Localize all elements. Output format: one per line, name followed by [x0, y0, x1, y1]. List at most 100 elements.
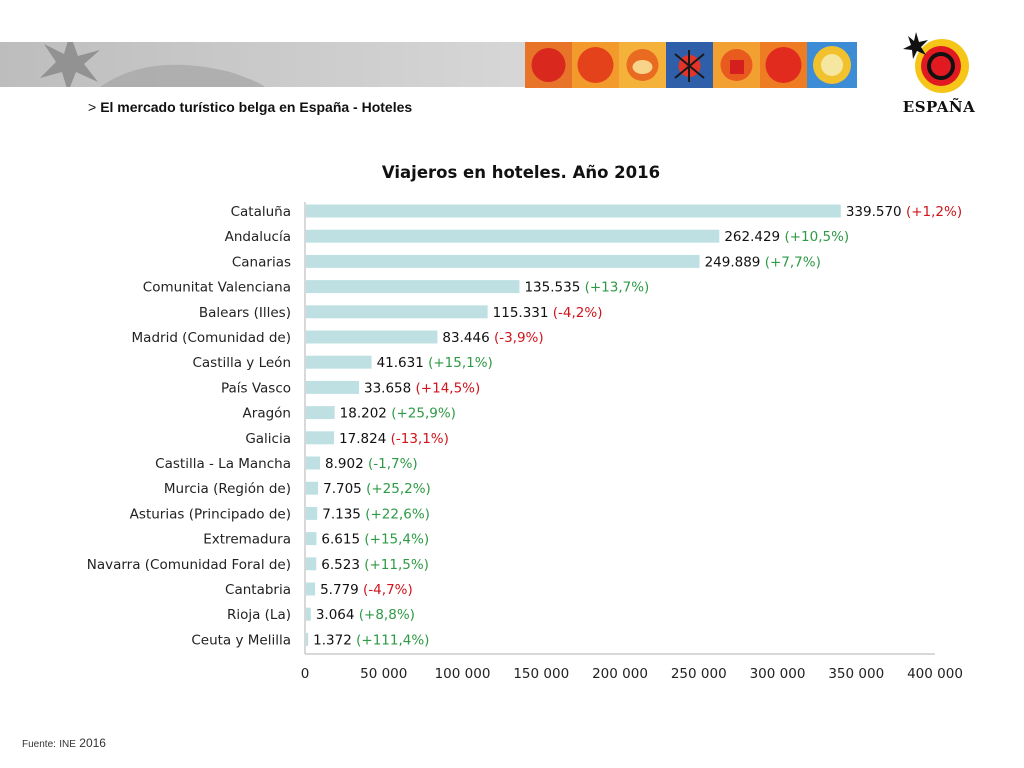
change-percent: (+25,2%)	[366, 481, 431, 497]
bar	[306, 557, 317, 571]
logo-black-ring-icon	[927, 52, 955, 80]
logo-black-star-icon	[903, 32, 928, 59]
espana-logo: ESPAÑA	[903, 32, 975, 116]
x-tick-label: 150 000	[513, 666, 569, 682]
value-label: 33.658 (+14,5%)	[364, 380, 480, 396]
x-tick-labels: 0 50 000 100 000 150 000 200 000 250 000 300 0…	[301, 666, 963, 682]
value-label: 1.372 (+111,4%)	[313, 632, 429, 648]
bar	[306, 431, 335, 445]
category-label: Cataluña	[231, 204, 291, 220]
value-label: 7.705 (+25,2%)	[323, 481, 431, 497]
bar	[306, 280, 520, 294]
value-number: 83.446	[442, 330, 494, 346]
tile-orange-sun-icon	[572, 42, 619, 88]
category-label: Castilla y León	[192, 355, 291, 371]
x-tick-label: 200 000	[592, 666, 648, 682]
value-number: 6.615	[321, 532, 364, 548]
change-percent: (+11,5%)	[364, 557, 429, 573]
value-number: 262.429	[724, 229, 784, 245]
value-number: 3.064	[316, 607, 359, 623]
change-percent: (+15,4%)	[364, 532, 429, 548]
value-number: 5.779	[320, 582, 363, 598]
tile-red-orange-sun-icon	[760, 42, 807, 88]
category-label: Navarra (Comunidad Foral de)	[87, 557, 291, 573]
x-tick-label: 250 000	[671, 666, 727, 682]
value-label: 18.202 (+25,9%)	[340, 406, 456, 422]
tile-bug-icon	[666, 42, 713, 88]
bar	[306, 305, 488, 319]
source-note: Fuente: INE 2016	[22, 736, 106, 750]
change-percent: (+22,6%)	[365, 506, 430, 522]
value-label: 8.902 (-1,7%)	[325, 456, 418, 472]
value-number: 6.523	[321, 557, 364, 573]
change-percent: (-13,1%)	[391, 431, 449, 447]
tile-shell-icon	[619, 42, 666, 88]
change-percent: (-4,2%)	[553, 305, 603, 321]
bar	[306, 380, 360, 394]
change-percent: (-4,7%)	[363, 582, 413, 598]
breadcrumb-marker: >	[88, 99, 97, 115]
change-percent: (+111,4%)	[356, 632, 429, 648]
bar	[306, 506, 318, 520]
change-percent: (+8,8%)	[359, 607, 415, 623]
tile-yellow-sun-icon	[807, 42, 857, 88]
bar	[306, 532, 317, 546]
source-label: Fuente:	[22, 739, 56, 750]
value-number: 339.570	[846, 204, 906, 220]
value-number: 41.631	[377, 355, 429, 371]
change-percent: (-1,7%)	[368, 456, 418, 472]
value-label: 115.331 (-4,2%)	[493, 305, 603, 321]
value-number: 18.202	[340, 406, 392, 422]
change-percent: (+14,5%)	[416, 380, 481, 396]
change-percent: (+25,9%)	[391, 406, 456, 422]
value-labels: 339.570 (+1,2%) 262.429 (+10,5%) 249.889 (…	[313, 204, 962, 648]
value-label: 83.446 (-3,9%)	[442, 330, 543, 346]
breadcrumb: > El mercado turístico belga en España - …	[88, 99, 412, 115]
change-percent: (+15,1%)	[428, 355, 493, 371]
chart-title: Viajeros en hoteles. Año 2016	[382, 163, 660, 182]
value-label: 135.535 (+13,7%)	[524, 280, 649, 296]
category-label: Galicia	[245, 431, 291, 447]
category-label: Andalucía	[225, 229, 291, 245]
value-number: 7.135	[322, 506, 365, 522]
value-number: 17.824	[339, 431, 391, 447]
category-label: Rioja (La)	[227, 607, 291, 623]
value-label: 7.135 (+22,6%)	[322, 506, 430, 522]
value-number: 115.331	[493, 305, 553, 321]
change-percent: (+7,7%)	[765, 254, 821, 270]
category-label: Castilla - La Mancha	[155, 456, 291, 472]
bar	[306, 229, 720, 243]
category-label: Ceuta y Melilla	[191, 632, 291, 648]
category-label: Comunitat Valenciana	[143, 280, 291, 296]
chart-bars	[306, 204, 841, 646]
source-year: 2016	[79, 736, 106, 750]
value-label: 5.779 (-4,7%)	[320, 582, 413, 598]
tile-orange-squares-icon	[713, 42, 760, 88]
value-number: 1.372	[313, 632, 356, 648]
change-percent: (-3,9%)	[494, 330, 544, 346]
category-label: Extremadura	[203, 532, 291, 548]
category-label: Madrid (Comunidad de)	[132, 330, 291, 346]
value-number: 135.535	[524, 280, 584, 296]
value-number: 7.705	[323, 481, 366, 497]
value-label: 41.631 (+15,1%)	[377, 355, 493, 371]
bar	[306, 607, 311, 621]
category-label: Asturias (Principado de)	[130, 506, 291, 522]
value-number: 249.889	[705, 254, 765, 270]
category-label: Aragón	[243, 406, 291, 422]
value-number: 8.902	[325, 456, 368, 472]
value-label: 17.824 (-13,1%)	[339, 431, 449, 447]
category-labels: Cataluña Andalucía Canarias Comunitat Valen…	[87, 204, 291, 648]
x-tick-label: 350 000	[828, 666, 884, 682]
category-label: Canarias	[232, 254, 291, 270]
bar	[306, 355, 372, 369]
x-tick-label: 50 000	[360, 666, 407, 682]
bar	[306, 254, 700, 268]
change-percent: (+13,7%)	[585, 280, 650, 296]
source-value: INE	[59, 739, 76, 750]
sun-arc-decoration-icon	[100, 64, 265, 87]
breadcrumb-title: El mercado turístico belga en España - H…	[100, 99, 413, 115]
hotel-travellers-chart: Viajeros en hoteles. Año 2016 Cataluña An…	[87, 163, 963, 682]
x-tick-label: 100 000	[435, 666, 491, 682]
value-label: 6.523 (+11,5%)	[321, 557, 429, 573]
